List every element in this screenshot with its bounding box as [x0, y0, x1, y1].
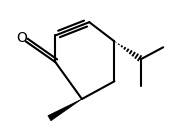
Polygon shape — [48, 99, 82, 121]
Text: O: O — [17, 31, 28, 45]
